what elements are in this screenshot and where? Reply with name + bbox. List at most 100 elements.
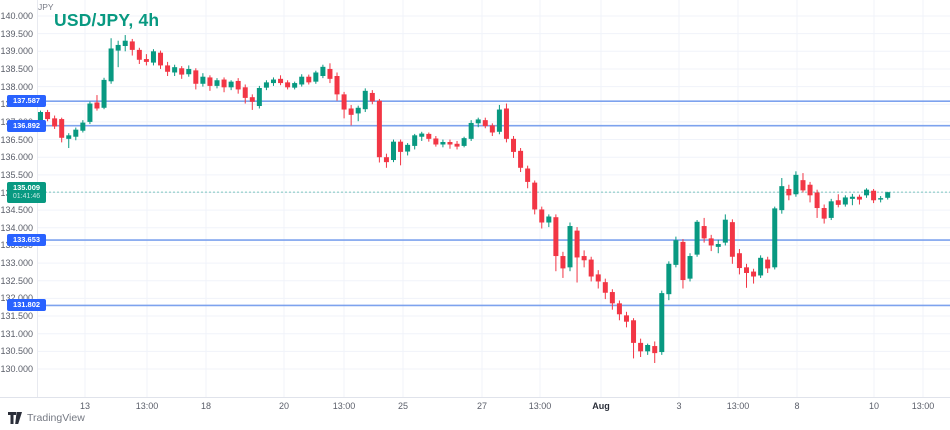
y-axis-label: 136.000 bbox=[0, 152, 33, 163]
candle-body bbox=[228, 81, 234, 88]
axis-currency-label: JPY bbox=[38, 2, 54, 12]
candle-body bbox=[652, 346, 658, 354]
candle-body bbox=[631, 320, 637, 343]
candle-body bbox=[546, 216, 552, 223]
candle-body bbox=[242, 87, 248, 98]
y-axis-label: 136.500 bbox=[0, 134, 33, 145]
y-axis-label: 130.000 bbox=[0, 364, 33, 374]
tradingview-logo-icon bbox=[8, 412, 22, 424]
y-axis-label: 140.000 bbox=[0, 11, 33, 21]
candle-body bbox=[263, 82, 269, 88]
candle-body bbox=[511, 138, 517, 152]
candle-body bbox=[581, 256, 587, 261]
candle-body bbox=[426, 133, 432, 139]
candle-body bbox=[609, 292, 615, 304]
candle-body bbox=[278, 78, 284, 84]
y-axis-label: 133.000 bbox=[0, 258, 33, 269]
candle-body bbox=[835, 200, 841, 205]
candle-body bbox=[567, 226, 573, 268]
candle-body bbox=[673, 240, 679, 265]
candle-body bbox=[482, 120, 488, 127]
x-axis-label: 13:00 bbox=[911, 401, 935, 411]
candle-body bbox=[595, 274, 601, 282]
candle-body bbox=[856, 196, 862, 200]
price-line-badge[interactable]: 133.653 bbox=[7, 234, 46, 247]
candle-wick bbox=[851, 193, 853, 206]
tradingview-attribution[interactable]: TradingView bbox=[8, 412, 85, 424]
current-price-badge[interactable]: 135.009 01:41:46 bbox=[7, 181, 46, 203]
candle-body bbox=[461, 138, 467, 146]
candle-body bbox=[765, 259, 771, 269]
candle-body bbox=[779, 186, 785, 211]
candle-body bbox=[623, 315, 629, 322]
candle-body bbox=[207, 77, 213, 86]
candle-body bbox=[122, 40, 128, 47]
candle-body bbox=[772, 208, 778, 268]
y-axis-label: 134.000 bbox=[0, 222, 33, 233]
candle-body bbox=[115, 44, 121, 51]
candle-body bbox=[440, 142, 446, 145]
candle-body bbox=[419, 133, 425, 137]
y-axis-label: 130.500 bbox=[0, 346, 33, 357]
chart-symbol-title[interactable]: USD/JPY, 4h bbox=[54, 10, 160, 30]
candle-body bbox=[616, 303, 622, 315]
candle-body bbox=[828, 201, 834, 218]
x-axis-label: 13:00 bbox=[726, 401, 750, 411]
candle-body bbox=[270, 79, 276, 84]
candle-body bbox=[878, 198, 884, 200]
x-axis-label: 27 bbox=[476, 401, 487, 411]
candle-body bbox=[376, 100, 382, 158]
candle-body bbox=[383, 157, 389, 163]
candle-body bbox=[94, 102, 100, 109]
candle-body bbox=[108, 48, 114, 82]
candle-body bbox=[602, 282, 608, 293]
candle-body bbox=[786, 188, 792, 196]
brand-text: TradingView bbox=[27, 412, 85, 424]
candle-body bbox=[885, 192, 891, 198]
candle-body bbox=[320, 66, 326, 77]
candle-body bbox=[800, 180, 806, 191]
candle-body bbox=[327, 68, 333, 79]
price-line-badge[interactable]: 136.892 bbox=[7, 119, 46, 132]
candle-body bbox=[313, 72, 319, 82]
current-price-value: 135.009 bbox=[12, 182, 41, 192]
candle-body bbox=[45, 112, 51, 120]
candle-body bbox=[80, 122, 86, 131]
candle-body bbox=[172, 67, 178, 73]
candle-body bbox=[475, 119, 481, 124]
candle-body bbox=[638, 342, 644, 352]
x-axis-label: 13:00 bbox=[528, 401, 552, 411]
candle-body bbox=[539, 209, 545, 223]
x-axis-label: 13 bbox=[79, 401, 90, 411]
y-axis-label: 131.000 bbox=[0, 328, 33, 339]
time-axis-border bbox=[0, 397, 950, 398]
candle-body bbox=[864, 189, 870, 196]
candle-body bbox=[179, 68, 185, 75]
x-axis-label: 18 bbox=[200, 401, 211, 411]
candle-body bbox=[553, 217, 559, 257]
candle-body bbox=[129, 41, 135, 50]
price-line-badge[interactable]: 131.802 bbox=[7, 299, 46, 312]
candle-body bbox=[362, 90, 368, 110]
candle-wick bbox=[746, 263, 747, 288]
candle-body bbox=[447, 142, 453, 145]
y-axis-label: 139.500 bbox=[0, 28, 33, 39]
candle-body bbox=[150, 51, 156, 63]
candle-body bbox=[871, 190, 877, 201]
x-axis-label: 8 bbox=[794, 401, 800, 411]
candle-body bbox=[468, 122, 474, 139]
x-axis-label: 25 bbox=[397, 401, 408, 411]
candle-body bbox=[101, 79, 107, 108]
candle-wick bbox=[68, 133, 70, 149]
candle-body bbox=[433, 138, 439, 145]
candle-body bbox=[842, 197, 848, 205]
candle-body bbox=[574, 230, 580, 258]
y-axis-label: 131.500 bbox=[0, 311, 33, 322]
y-axis-label: 138.500 bbox=[0, 63, 33, 74]
y-axis-label: 135.500 bbox=[0, 169, 33, 180]
candle-body bbox=[66, 135, 72, 139]
price-line-badge[interactable]: 137.587 bbox=[7, 95, 46, 108]
candle-body bbox=[158, 52, 164, 66]
